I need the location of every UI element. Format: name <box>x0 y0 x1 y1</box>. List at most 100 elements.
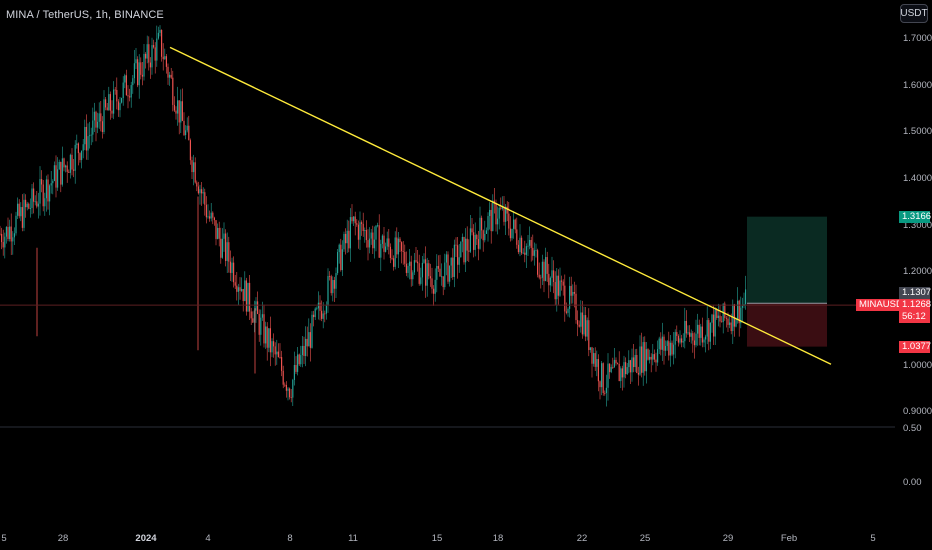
candle <box>553 260 555 294</box>
time-tick-label: 18 <box>493 533 504 544</box>
candle <box>196 180 198 192</box>
candle <box>442 276 444 296</box>
candle <box>525 243 527 268</box>
candle <box>549 276 551 292</box>
candle <box>658 336 660 355</box>
trendline[interactable] <box>169 46 832 365</box>
candle <box>61 146 63 187</box>
candle <box>703 337 705 348</box>
candle <box>165 53 167 74</box>
candle <box>621 365 623 391</box>
candle <box>645 342 647 384</box>
candle <box>388 229 390 255</box>
candle <box>322 302 324 329</box>
candle <box>471 217 473 236</box>
time-tick-label: 15 <box>432 533 443 544</box>
candle <box>644 336 646 376</box>
candle <box>47 174 49 210</box>
candle <box>581 300 583 339</box>
candle <box>593 347 595 367</box>
candle <box>489 202 491 230</box>
candle <box>652 343 654 366</box>
entry-price-tag: 1.1307 <box>899 287 931 300</box>
candle <box>300 345 302 367</box>
candle <box>485 227 487 235</box>
candle <box>633 344 635 373</box>
candle <box>185 125 187 140</box>
candle <box>573 281 575 308</box>
candle <box>477 230 479 261</box>
candle <box>92 107 94 143</box>
candle <box>241 277 243 293</box>
candle <box>204 188 206 216</box>
candle <box>189 138 191 165</box>
candle <box>0 225 1 236</box>
candle <box>548 263 550 299</box>
candle <box>551 256 553 287</box>
candle <box>565 302 567 315</box>
candle <box>146 35 148 64</box>
time-tick-label: Feb <box>781 533 797 544</box>
candle <box>532 234 534 261</box>
candle <box>156 25 158 67</box>
candle <box>412 270 414 286</box>
candle <box>405 251 407 277</box>
candle <box>172 70 174 112</box>
candle <box>105 96 107 111</box>
candle <box>439 254 441 277</box>
candle <box>69 153 71 179</box>
candle <box>457 236 459 279</box>
candle <box>132 74 134 94</box>
time-tick-label: 25 <box>640 533 651 544</box>
candle <box>407 263 409 278</box>
candle <box>497 206 499 235</box>
candle <box>530 236 532 262</box>
profit-zone[interactable] <box>747 216 827 304</box>
candle <box>541 254 543 285</box>
candle <box>506 201 508 222</box>
candle <box>114 87 116 95</box>
candle <box>605 374 607 407</box>
candle <box>313 310 315 327</box>
countdown-tag: 56:12 <box>899 311 930 324</box>
candle <box>426 257 428 297</box>
loss-zone[interactable] <box>747 303 827 347</box>
currency-button[interactable]: USDT <box>900 4 928 23</box>
candle <box>428 260 430 280</box>
candle <box>73 158 75 178</box>
price-axis[interactable]: 1.7000 1.6000 1.5000 1.4000 1.3000 1.2000 1.00… <box>903 33 932 488</box>
candle <box>186 117 188 133</box>
candle <box>490 203 492 244</box>
candle <box>353 216 355 227</box>
candle <box>2 229 4 256</box>
candle <box>287 387 289 401</box>
candle <box>178 100 180 135</box>
candle <box>229 250 231 281</box>
candle <box>135 48 137 70</box>
candle <box>141 62 143 86</box>
candle <box>369 227 371 254</box>
candle <box>263 304 265 348</box>
candle <box>509 216 511 242</box>
candle <box>722 303 724 334</box>
symbol-title[interactable]: MINA / TetherUS, 1h, BINANCE <box>6 9 164 21</box>
candle <box>589 347 591 353</box>
candle <box>458 243 460 273</box>
candle <box>90 127 92 146</box>
candle <box>711 313 713 333</box>
candle <box>33 182 35 214</box>
candle <box>103 90 105 135</box>
candle <box>634 349 636 372</box>
price-tick-label: 0.50 <box>903 423 922 434</box>
candle <box>233 256 235 288</box>
candle <box>180 89 182 133</box>
candle <box>599 380 601 400</box>
candle <box>21 194 23 232</box>
candle <box>719 304 721 328</box>
time-axis[interactable]: 5 28 2024 4 8 11 15 18 22 25 29 Feb 5 <box>1 533 875 544</box>
candle <box>26 201 28 211</box>
candle <box>469 214 471 253</box>
candle <box>626 362 628 375</box>
candle <box>445 251 447 276</box>
